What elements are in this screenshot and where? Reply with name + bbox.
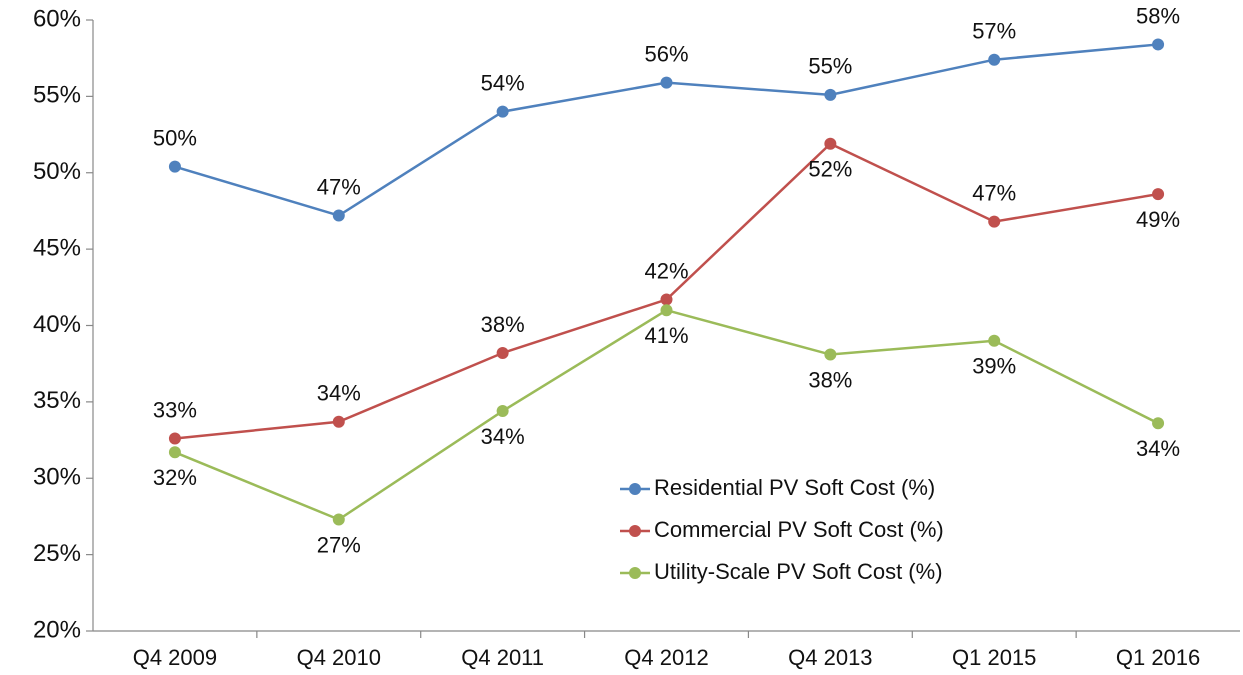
- x-tick-label: Q4 2011: [461, 645, 544, 670]
- data-point: [168, 446, 181, 459]
- data-point: [824, 137, 837, 150]
- y-tick-label: 55%: [33, 82, 81, 109]
- legend-label: Utility-Scale PV Soft Cost (%): [654, 559, 943, 584]
- y-tick-label: 45%: [33, 234, 81, 261]
- data-label: 34%: [481, 424, 525, 449]
- data-label: 34%: [1136, 436, 1180, 461]
- data-point: [1152, 417, 1165, 430]
- y-tick-label: 50%: [33, 158, 81, 185]
- y-tick-label: 40%: [33, 311, 81, 338]
- data-point: [660, 293, 673, 306]
- data-point: [1152, 188, 1165, 201]
- data-label: 32%: [153, 465, 197, 490]
- data-label: 47%: [317, 174, 361, 199]
- y-tick-label: 60%: [33, 5, 81, 32]
- data-label: 41%: [644, 323, 688, 348]
- data-point: [168, 432, 181, 445]
- data-label: 50%: [153, 125, 197, 150]
- data-point: [824, 348, 837, 361]
- legend-label: Commercial PV Soft Cost (%): [654, 517, 944, 542]
- legend-marker: [629, 483, 641, 495]
- y-tick-label: 35%: [33, 387, 81, 414]
- data-point: [496, 105, 509, 118]
- x-tick-label: Q4 2010: [297, 645, 381, 670]
- data-point: [332, 209, 345, 222]
- data-point: [988, 53, 1001, 66]
- data-label: 54%: [481, 70, 525, 95]
- data-point: [332, 513, 345, 526]
- y-tick-label: 20%: [33, 616, 81, 643]
- data-label: 49%: [1136, 207, 1180, 232]
- data-point: [824, 88, 837, 101]
- legend-marker: [629, 525, 641, 537]
- data-point: [988, 334, 1001, 347]
- data-point: [660, 76, 673, 89]
- x-tick-label: Q4 2009: [133, 645, 217, 670]
- data-label: 38%: [481, 312, 525, 337]
- data-label: 33%: [153, 397, 197, 422]
- data-label: 47%: [972, 180, 1016, 205]
- data-point: [496, 405, 509, 418]
- data-label: 56%: [644, 41, 688, 66]
- data-label: 52%: [808, 157, 852, 182]
- legend-label: Residential PV Soft Cost (%): [654, 475, 935, 500]
- x-tick-label: Q4 2013: [788, 645, 872, 670]
- data-point: [168, 160, 181, 173]
- data-label: 42%: [644, 258, 688, 283]
- legend-marker: [629, 567, 641, 579]
- data-label: 27%: [317, 532, 361, 557]
- data-point: [496, 346, 509, 359]
- data-label: 57%: [972, 19, 1016, 44]
- data-label: 34%: [317, 381, 361, 406]
- x-tick-label: Q1 2015: [952, 645, 1036, 670]
- data-label: 38%: [808, 367, 852, 392]
- data-label: 39%: [972, 354, 1016, 379]
- data-point: [660, 304, 673, 317]
- data-point: [332, 415, 345, 428]
- data-label: 58%: [1136, 3, 1180, 28]
- data-point: [1152, 38, 1165, 51]
- x-tick-label: Q4 2012: [624, 645, 708, 670]
- data-label: 55%: [808, 54, 852, 79]
- data-point: [988, 215, 1001, 228]
- y-tick-label: 25%: [33, 540, 81, 567]
- y-tick-label: 30%: [33, 464, 81, 491]
- x-tick-label: Q1 2016: [1116, 645, 1200, 670]
